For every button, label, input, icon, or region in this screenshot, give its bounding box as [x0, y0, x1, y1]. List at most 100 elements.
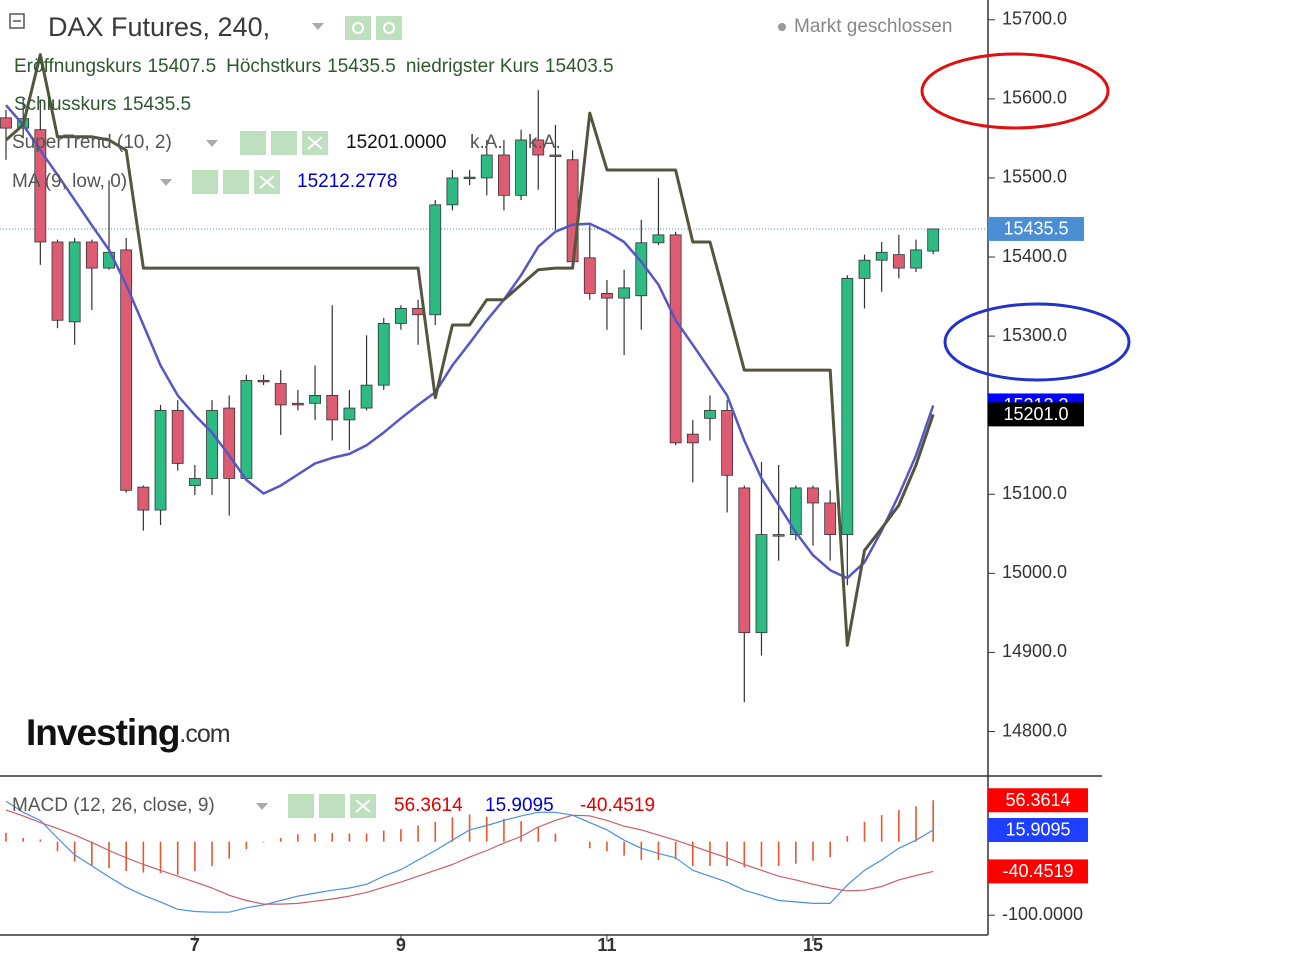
visibility-button[interactable]: [288, 794, 314, 818]
candle-body: [412, 308, 424, 316]
candle-body: [446, 177, 459, 206]
supertrend-value: 15201.0000: [346, 132, 446, 153]
dropdown[interactable]: [256, 803, 268, 810]
price-tag: [988, 788, 1088, 813]
settings-button[interactable]: [319, 794, 345, 818]
candle-body: [429, 204, 442, 316]
candle-body: [377, 323, 390, 386]
candle-body: [498, 154, 510, 196]
candle-body: [51, 241, 64, 321]
price-tag-label: -40.4519: [1002, 861, 1073, 881]
ma-legend: MA (9, low, 0): [12, 171, 127, 192]
candle-body: [583, 257, 596, 294]
visibility-button[interactable]: [192, 170, 218, 194]
supertrend-legend: SuperTrend (10, 2): [12, 132, 172, 153]
legend-value: 15407.5: [147, 56, 216, 77]
price-tag: [988, 402, 1084, 427]
settings-button[interactable]: [271, 131, 297, 155]
macd-hist-value: 56.3614: [394, 795, 463, 816]
watermark-brand: Investing: [26, 712, 179, 753]
legend-label: Schlusskurs: [14, 94, 116, 115]
dropdown[interactable]: [312, 23, 324, 30]
macd-value: 15.9095: [485, 795, 554, 816]
legend-label: Eröffnungskurs: [14, 56, 141, 77]
candle-body: [669, 234, 682, 444]
candle-body: [291, 402, 304, 406]
price-tag: [988, 216, 1084, 241]
candle-body: [789, 487, 802, 535]
annotation-ellipse: [943, 302, 1131, 382]
price-tag-label: 56.3614: [1005, 790, 1070, 810]
icon: [259, 175, 275, 189]
macd-legend: MACD (12, 26, close, 9): [12, 795, 215, 816]
candle-body: [601, 292, 613, 299]
candle-body: [532, 139, 545, 156]
price-tag-label: 15201.0: [1003, 404, 1068, 424]
candle-body: [34, 129, 47, 243]
visibility-button[interactable]: [240, 131, 266, 155]
legend-label: Höchstkurs: [226, 56, 321, 77]
ohlc-legend: Eröffnungskurs 15407.5 Höchstkurs 15435.5 ni…: [14, 56, 614, 77]
legend-value: 15435.5: [327, 56, 396, 77]
candle-body: [686, 433, 699, 444]
settings-button[interactable]: [223, 170, 249, 194]
candle-body: [274, 383, 287, 406]
candle-body: [463, 176, 476, 180]
status-dot: [778, 23, 786, 31]
ma-line: [5, 104, 935, 580]
macd-line: [5, 800, 934, 913]
candle-body: [635, 242, 648, 297]
plot: 15700.015600.015500.015400.015300.015200…: [0, 0, 1102, 955]
y-tick-label: 14800.0: [1002, 720, 1067, 740]
supertrend-line: [5, 53, 935, 647]
y-tick-label: 15100.0: [1002, 483, 1067, 503]
candle-body: [68, 241, 81, 323]
legend-label: niedrigster Kurs: [406, 56, 539, 77]
candle-body: [618, 287, 631, 299]
y-tick-label: 15600.0: [1002, 88, 1067, 108]
y-tick-label: 15300.0: [1002, 325, 1067, 345]
price-tags: 15435.515212.315201.056.361415.9095-40.4…: [988, 216, 1088, 884]
dropdown[interactable]: [206, 140, 218, 147]
candle-body: [171, 410, 184, 464]
candle-body: [206, 410, 218, 479]
price-tag: [988, 859, 1088, 884]
candle-body: [326, 395, 339, 421]
candle-body: [738, 487, 751, 634]
candle-body: [480, 154, 493, 179]
supertrend-extra: k.A.: [528, 132, 561, 153]
icon: [352, 22, 364, 34]
candle-body: [85, 241, 98, 269]
supertrend-icons: [240, 131, 328, 155]
legend-value: 15435.5: [122, 94, 191, 115]
y-tick-label: 14900.0: [1002, 641, 1067, 661]
macd-icons: [288, 794, 376, 818]
collapse-button[interactable]: [9, 13, 25, 29]
icon: [307, 136, 323, 150]
candle-body: [755, 534, 768, 634]
candle-body: [395, 308, 407, 324]
visibility-button[interactable]: [345, 16, 371, 40]
price-tag-label: 15435.5: [1003, 219, 1068, 239]
y-tick-label: 15700.0: [1002, 9, 1067, 29]
candle-body: [704, 410, 716, 419]
settings-button[interactable]: [376, 16, 402, 40]
candle-body: [309, 395, 321, 404]
y-tick-label: 15000.0: [1002, 562, 1067, 582]
ma-icons: [192, 170, 280, 194]
price-tag: [988, 817, 1088, 842]
y-tick-label: 15500.0: [1002, 167, 1067, 187]
candle-body: [549, 154, 562, 157]
price-tag-label: 15.9095: [1005, 820, 1070, 840]
dropdown[interactable]: [160, 179, 172, 186]
x-tick-label: 15: [803, 935, 823, 955]
supertrend-extra: k.A.: [470, 132, 503, 153]
chart-title: DAX Futures, 240,: [48, 12, 270, 42]
y-tick-label: 15400.0: [1002, 246, 1067, 266]
candle-body: [154, 410, 167, 511]
icon: [383, 22, 395, 34]
macd-signal-value: -40.4519: [580, 795, 655, 816]
candle-body: [807, 487, 819, 504]
candle-body: [188, 478, 201, 486]
